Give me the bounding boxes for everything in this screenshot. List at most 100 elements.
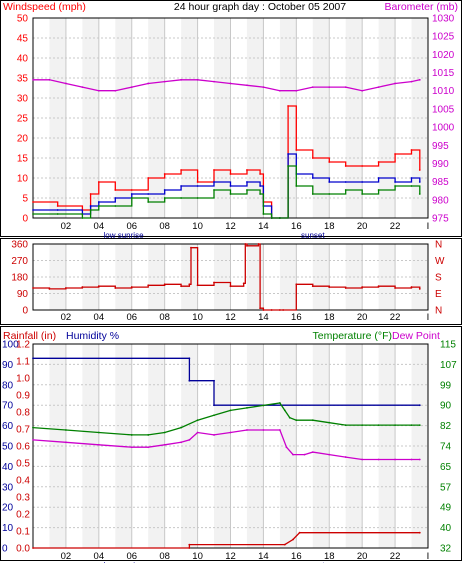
temperature-tick-label: 74 bbox=[440, 442, 452, 453]
grid-band bbox=[246, 18, 264, 218]
compass-tick-label: N bbox=[435, 240, 442, 251]
avg-line-point bbox=[361, 181, 364, 183]
baro-line-point bbox=[410, 80, 413, 83]
wind-direction-line-point bbox=[32, 287, 34, 289]
rain-tick-label: 0.5 bbox=[16, 459, 30, 470]
green-line-point bbox=[180, 197, 183, 199]
dew-line-point bbox=[285, 446, 288, 449]
humidity-tick-label: 90 bbox=[2, 360, 14, 371]
hum-line-point bbox=[213, 379, 215, 382]
humidity-tick-label: 100 bbox=[2, 340, 19, 351]
barometer-tick-label: 995 bbox=[432, 141, 449, 152]
windspeed-tick-label: 40 bbox=[17, 54, 29, 65]
windspeed-tick-label: 30 bbox=[17, 94, 29, 105]
gust-line bbox=[33, 105, 421, 219]
baro-line-point bbox=[196, 78, 199, 81]
grid-band bbox=[279, 244, 297, 310]
dew-line-point bbox=[344, 456, 347, 458]
x-tick-label: 14 bbox=[258, 551, 269, 562]
barometer-tick-label: 1015 bbox=[432, 68, 455, 79]
avg-line-point bbox=[259, 185, 262, 187]
dew-line-point bbox=[394, 458, 396, 461]
dew-line-point bbox=[32, 438, 34, 441]
hum-line bbox=[33, 357, 420, 406]
grid-band bbox=[411, 244, 428, 310]
temp-line-point bbox=[246, 407, 248, 409]
humidity-tick-label: 50 bbox=[2, 442, 14, 453]
barometer-tick-label: 1000 bbox=[432, 123, 455, 134]
barometer-title: Barometer (mb) bbox=[384, 1, 458, 13]
baro-line-point bbox=[229, 82, 232, 85]
direction-tick-label: 180 bbox=[11, 273, 28, 284]
temperature-tick-label: 82 bbox=[440, 421, 452, 432]
thermo-panel-frame bbox=[0, 326, 462, 561]
humidity-tick-label: 70 bbox=[2, 401, 14, 412]
baro-line-point bbox=[130, 86, 133, 88]
wind-direction-line-point bbox=[114, 287, 117, 289]
barometer-tick-label: 1020 bbox=[432, 50, 455, 61]
temperature-tick-label: 115 bbox=[440, 340, 456, 351]
avg-line-point bbox=[377, 177, 380, 179]
grid-band bbox=[411, 344, 428, 548]
temp-line-point bbox=[196, 419, 199, 422]
humidity-tick-label: 30 bbox=[2, 482, 14, 493]
x-tick-label: 10 bbox=[192, 312, 203, 323]
temp-line-point bbox=[288, 416, 291, 419]
baro-line-point bbox=[394, 82, 396, 85]
dew-line-point bbox=[303, 453, 306, 456]
baro-line-point bbox=[180, 78, 183, 81]
avg-line-point bbox=[130, 193, 133, 195]
direction-tick-label: 0 bbox=[22, 306, 28, 317]
wind-direction-line-point bbox=[48, 288, 51, 290]
wind-direction-line-point bbox=[278, 309, 281, 311]
avg-line-point bbox=[97, 201, 100, 203]
wind-direction-line-point bbox=[213, 281, 215, 284]
temperature-tick-label: 57 bbox=[440, 482, 452, 493]
compass-tick-label: S bbox=[435, 273, 442, 284]
baro-line-point bbox=[81, 86, 84, 88]
direction-tick-label: 360 bbox=[11, 240, 28, 251]
gust-line-point bbox=[311, 157, 314, 159]
baro-line-point bbox=[328, 86, 331, 88]
temp-line-point bbox=[278, 402, 281, 404]
gust-line-point bbox=[328, 161, 331, 163]
rain-tick-label: 1.1 bbox=[16, 357, 30, 368]
temperature-tick-label: 32 bbox=[440, 544, 452, 555]
temp-line-point bbox=[130, 434, 133, 436]
baro-line-point bbox=[32, 78, 34, 81]
wind-direction-line-point bbox=[147, 284, 150, 287]
barometer-tick-label: 1025 bbox=[432, 32, 455, 43]
compass-tick-label: E bbox=[435, 289, 442, 300]
x-tick-label: 08 bbox=[159, 221, 170, 232]
windspeed-tick-label: 45 bbox=[17, 34, 29, 45]
gust-line-point bbox=[377, 161, 380, 163]
wind-direction-line-point bbox=[130, 286, 133, 288]
x-tick-label: 10 bbox=[192, 221, 203, 232]
gust-line-point bbox=[163, 173, 166, 175]
rain-tick-label: 0.9 bbox=[16, 391, 30, 402]
wind-direction-line-point bbox=[188, 283, 191, 286]
grid-band bbox=[115, 18, 132, 218]
windspeed-tick-label: 5 bbox=[22, 194, 28, 205]
green-line-point bbox=[344, 189, 347, 191]
hum-line-point bbox=[188, 357, 191, 360]
avg-line-point bbox=[418, 181, 421, 183]
barometer-tick-label: 1030 bbox=[432, 14, 455, 25]
windspeed-title: Windspeed (mph) bbox=[3, 1, 86, 13]
barometer-tick-label: 985 bbox=[432, 177, 449, 188]
wind-direction-line-point bbox=[270, 309, 273, 311]
green-line-point bbox=[295, 185, 298, 187]
dew-line-point bbox=[213, 434, 215, 436]
baro-line-point bbox=[361, 89, 364, 92]
green-line-point bbox=[147, 201, 150, 203]
green-line-point bbox=[311, 193, 314, 195]
barometer-tick-label: 980 bbox=[432, 195, 449, 206]
wind-direction-line-point bbox=[361, 286, 364, 288]
temp-line bbox=[32, 402, 420, 436]
avg-line-point bbox=[394, 181, 396, 183]
temp-line-point bbox=[163, 431, 166, 434]
humidity-tick-label: 60 bbox=[2, 421, 14, 432]
wind-direction-line-point bbox=[394, 287, 396, 289]
dew-line-point bbox=[361, 458, 364, 461]
